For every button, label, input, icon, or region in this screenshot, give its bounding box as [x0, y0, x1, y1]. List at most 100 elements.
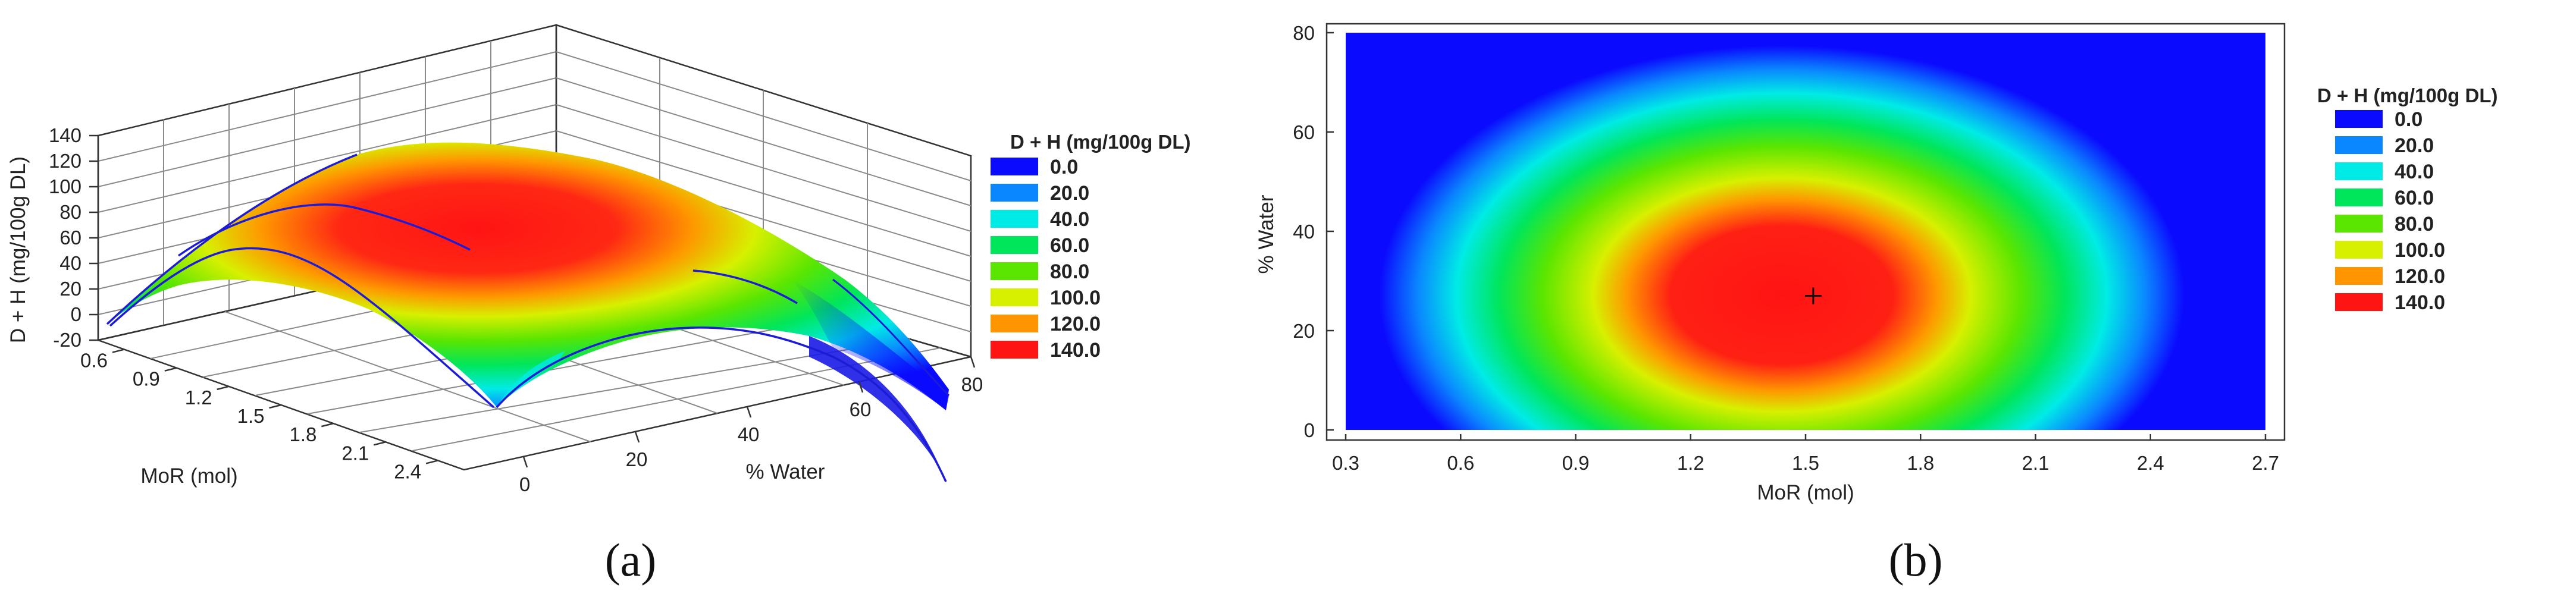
heatmap-chart: 0.3 0.6 0.9 1.2 1.5 1.8 2.1 2.4 2.7 0 20 40 60 80 MoR… [1255, 22, 2497, 586]
legend-swatch [2335, 110, 2383, 128]
x-tick-label: 2.1 [341, 442, 369, 464]
y-tick-label: 60 [1293, 121, 1315, 143]
legend-label: 0.0 [2395, 108, 2423, 131]
legend-swatch [2335, 293, 2383, 311]
panel-label-a: (a) [605, 534, 657, 586]
x-tick-label: 0.6 [1447, 452, 1474, 474]
x-tick-label: 1.8 [289, 423, 316, 445]
legend-swatch [2335, 136, 2383, 154]
legend-title-b: D + H (mg/100g DL) [2317, 84, 2497, 106]
legend-swatch [991, 158, 1038, 175]
x-tick-mark [269, 404, 281, 409]
heatmap-ticks: 0.3 0.6 0.9 1.2 1.5 1.8 2.1 2.4 2.7 0 20 40 60 80 [1293, 22, 2279, 474]
y-tick-label: 40 [738, 423, 760, 445]
x-tick-label: 0.9 [1562, 452, 1590, 474]
z-tick-label: 80 [59, 201, 82, 223]
x-tick-label: 2.4 [2137, 452, 2164, 474]
z-tick-label: -20 [53, 329, 82, 351]
legend-label: 120.0 [1050, 313, 1101, 335]
x-tick-label: 0.6 [80, 350, 108, 372]
legend-label: 120.0 [2395, 265, 2445, 288]
legend-swatch [2335, 189, 2383, 206]
x-tick-mark [217, 385, 229, 391]
panel-label-b: (b) [1889, 534, 1943, 586]
y-tick-label: 40 [1293, 221, 1315, 243]
z-tick-label: 120 [49, 150, 82, 172]
legend-label: 100.0 [2395, 239, 2445, 262]
legend-label: 20.0 [1050, 182, 1089, 205]
z-tick-label: 20 [59, 278, 82, 300]
legend-label: 80.0 [1050, 260, 1089, 283]
legend-label: 140.0 [2395, 291, 2445, 314]
legend-swatch [2335, 267, 2383, 285]
x-tick-label: 2.4 [394, 460, 421, 482]
legend-swatch [2335, 215, 2383, 233]
legend-label: 80.0 [2395, 213, 2434, 235]
y-tick-label: 0 [519, 473, 530, 495]
x-tick-label: 1.2 [1677, 452, 1704, 474]
x-axis-label-a: MoR (mol) [140, 464, 237, 488]
y-axis-label-a: % Water [746, 460, 825, 483]
legend-a: D + H (mg/100g DL) 0.0 20.0 40.0 60.0 80.0 10… [991, 131, 1190, 362]
optimum-marker [1804, 287, 1822, 304]
legend-swatch [991, 236, 1038, 254]
y-tick-label: 20 [1293, 320, 1315, 342]
legend-label: 0.0 [1050, 156, 1078, 178]
y-tick-mark [634, 431, 640, 443]
x-axis-label-b: MoR (mol) [1757, 481, 1854, 504]
x-tick-mark [373, 441, 386, 446]
x-tick-mark [112, 348, 125, 353]
x-tick-label: 1.5 [1792, 452, 1819, 474]
z-axis-label: D + H (mg/100g DL) [7, 156, 30, 343]
x-tick-mark [425, 460, 438, 464]
x-tick-label: 0.9 [133, 368, 160, 390]
z-tick-label: 100 [49, 175, 82, 197]
x-tick-label: 2.1 [2022, 452, 2049, 474]
legend-label: 60.0 [1050, 234, 1089, 257]
y-tick-label: 80 [961, 373, 983, 395]
legend-title-a: D + H (mg/100g DL) [1010, 131, 1190, 153]
legend-label: 100.0 [1050, 287, 1101, 309]
legend-label: 20.0 [2395, 134, 2434, 157]
legend-label: 40.0 [1050, 208, 1089, 231]
x-tick-label: 1.8 [1907, 452, 1934, 474]
legend-swatch [991, 288, 1038, 306]
z-tick-label: 0 [71, 303, 82, 325]
legend-swatch [991, 210, 1038, 228]
x-tick-label: 2.7 [2252, 452, 2279, 474]
legend-swatch [991, 341, 1038, 359]
z-tick-label: 40 [59, 252, 82, 274]
y-tick-mark [858, 381, 864, 393]
heatmap-field [1346, 33, 2265, 430]
x-axis-ticks-a: 0.6 0.9 1.2 1.5 1.8 2.1 2.4 [80, 348, 438, 482]
legend-label: 40.0 [2395, 161, 2434, 183]
legend-swatch [991, 262, 1038, 280]
z-tick-label: 140 [49, 124, 82, 146]
legend-label: 60.0 [2395, 187, 2434, 209]
y-tick-label: 80 [1293, 22, 1315, 44]
legend-swatch [991, 184, 1038, 202]
legend-b: D + H (mg/100g DL) 0.0 20.0 40.0 60.0 80.0 10… [2317, 84, 2497, 314]
legend-swatch [991, 315, 1038, 332]
legend-swatch [2335, 162, 2383, 180]
response-surface [106, 142, 950, 482]
y-axis-ticks-a: 0 20 40 60 80 [519, 356, 983, 495]
y-tick-mark [970, 356, 976, 368]
z-tick-label: 60 [59, 227, 82, 249]
y-tick-label: 60 [850, 398, 872, 420]
x-tick-mark [321, 422, 334, 428]
y-axis-label-b: % Water [1255, 194, 1278, 274]
legend-swatch [2335, 241, 2383, 259]
z-axis-ticks: 140 120 100 80 60 40 20 0 -20 [49, 124, 98, 351]
x-tick-mark [164, 367, 177, 372]
y-tick-label: 20 [626, 448, 648, 470]
y-tick-mark [522, 456, 528, 468]
y-tick-mark [746, 406, 752, 418]
x-tick-label: 1.5 [237, 405, 265, 427]
x-tick-label: 1.2 [185, 387, 212, 409]
surface-3d-chart: 140 120 100 80 60 40 20 0 -20 D + H (mg/100g DL)… [7, 24, 1190, 586]
legend-label: 140.0 [1050, 339, 1101, 362]
y-tick-label: 0 [1304, 419, 1315, 441]
x-tick-label: 0.3 [1332, 452, 1359, 474]
